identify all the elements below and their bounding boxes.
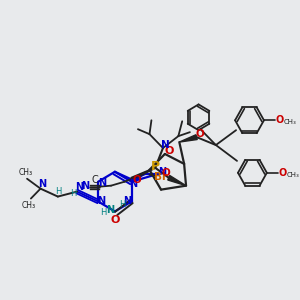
Text: O: O [195,129,204,139]
Text: N: N [38,179,46,189]
Text: O: O [275,115,284,125]
Text: N: N [160,140,169,150]
Text: N: N [81,181,89,191]
Text: O: O [278,168,286,178]
Polygon shape [131,170,149,182]
Text: O: O [161,168,170,178]
Text: N: N [98,178,106,188]
Text: Br: Br [154,172,168,182]
Polygon shape [179,135,197,142]
Text: N: N [75,182,83,192]
Text: N: N [158,167,166,177]
Text: CH₃: CH₃ [284,119,296,125]
Text: H: H [100,208,106,217]
Text: O: O [110,215,120,225]
Text: N: N [129,179,137,189]
Text: N: N [124,196,132,206]
Text: CH₃: CH₃ [22,201,36,210]
Text: O: O [133,175,141,185]
Text: N: N [97,196,105,206]
Text: N: N [106,206,114,215]
Text: H: H [70,189,76,198]
Polygon shape [168,176,186,186]
Text: O: O [164,146,173,156]
Text: CH₃: CH₃ [19,168,33,177]
Text: P: P [151,160,160,173]
Text: H: H [119,200,125,209]
Text: H: H [56,187,62,196]
Text: CH₃: CH₃ [286,172,299,178]
Text: C: C [91,175,98,185]
